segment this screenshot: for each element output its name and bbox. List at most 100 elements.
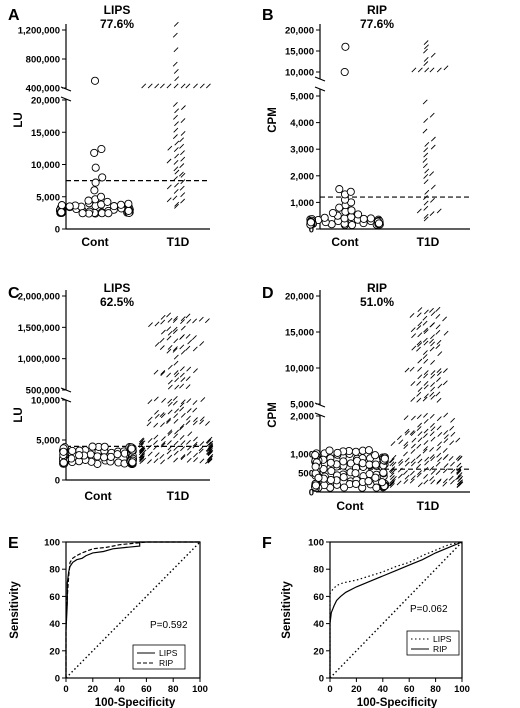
x-tick-label: 60 xyxy=(141,684,152,695)
data-point-triangle xyxy=(173,127,179,133)
data-point-triangle xyxy=(457,477,463,483)
data-point-triangle xyxy=(409,312,415,318)
data-point-triangle xyxy=(423,440,429,445)
data-point-triangle xyxy=(422,354,428,359)
data-point-triangle xyxy=(166,440,172,446)
data-point-triangle xyxy=(422,320,428,326)
y-tick-label: 4,000 xyxy=(290,118,314,129)
data-point-triangle xyxy=(442,380,448,386)
data-point-triangle xyxy=(396,480,402,486)
data-point-triangle xyxy=(423,380,429,386)
data-point-triangle xyxy=(180,156,186,162)
data-point-triangle xyxy=(186,450,192,456)
data-point-triangle xyxy=(390,466,396,472)
data-point-triangle xyxy=(173,188,179,194)
data-point-triangle xyxy=(429,307,434,313)
data-point-triangle xyxy=(193,368,198,374)
data-point-triangle xyxy=(147,437,153,443)
data-point-triangle xyxy=(192,318,198,324)
data-point-triangle xyxy=(437,441,443,447)
data-point-circle xyxy=(325,446,334,455)
data-point-triangle xyxy=(160,436,166,442)
data-point-triangle xyxy=(174,108,180,114)
data-point-triangle xyxy=(456,462,462,468)
data-point-triangle xyxy=(424,44,429,50)
data-point-triangle xyxy=(207,436,213,442)
data-point-triangle xyxy=(455,437,461,443)
data-point-triangle xyxy=(159,83,165,89)
data-point-triangle xyxy=(193,417,198,423)
y-tick-label: 5,000 xyxy=(290,92,314,103)
data-point-triangle xyxy=(450,461,455,467)
y-tick-label: 500,000 xyxy=(26,386,60,397)
y-tick-label: 15,000 xyxy=(285,328,314,339)
data-point-triangle xyxy=(185,420,191,426)
data-point-circle xyxy=(346,187,355,196)
data-point-triangle xyxy=(206,441,212,447)
data-point-triangle xyxy=(389,482,395,488)
panel-subtitle-d: 51.0% xyxy=(360,295,394,309)
data-point-triangle xyxy=(154,83,160,89)
data-point-triangle xyxy=(436,67,442,73)
data-point-triangle xyxy=(180,446,185,452)
data-point-triangle xyxy=(411,333,417,339)
data-point-circle xyxy=(84,196,93,205)
data-point-triangle xyxy=(206,447,212,453)
data-point-triangle xyxy=(167,330,173,336)
p-value-annotation: P=0.062 xyxy=(410,604,448,615)
data-point-triangle xyxy=(159,337,165,343)
data-point-triangle xyxy=(207,444,213,450)
data-point-triangle xyxy=(435,329,441,335)
panel-label-d: D xyxy=(262,285,274,302)
data-point-triangle xyxy=(207,457,213,463)
x-tick-label: 0 xyxy=(327,684,332,695)
data-point-triangle xyxy=(198,448,204,454)
data-point-circle xyxy=(311,462,320,471)
data-point-circle xyxy=(372,483,381,492)
data-point-triangle xyxy=(422,433,428,439)
data-point-triangle xyxy=(429,67,435,73)
data-point-triangle xyxy=(456,482,462,488)
data-point-circle xyxy=(59,458,68,467)
data-point-triangle xyxy=(173,315,179,321)
data-point-triangle xyxy=(153,458,159,464)
data-point-triangle xyxy=(206,450,212,456)
data-point-triangle xyxy=(173,68,179,74)
x-category-label: T1D xyxy=(417,235,440,249)
y-tick-label: 1,000,000 xyxy=(18,354,60,365)
data-point-triangle xyxy=(153,369,159,375)
data-point-circle xyxy=(124,206,133,215)
data-point-circle xyxy=(333,448,342,457)
data-point-triangle xyxy=(430,370,436,376)
y-tick-label: 5,000 xyxy=(36,192,60,203)
data-point-triangle xyxy=(179,402,185,408)
data-point-triangle xyxy=(416,380,422,386)
data-point-triangle xyxy=(166,417,171,423)
data-point-triangle xyxy=(430,426,436,432)
data-point-triangle xyxy=(423,152,429,158)
data-point-triangle xyxy=(416,414,422,420)
data-point-triangle xyxy=(139,448,145,453)
data-point-triangle xyxy=(404,474,410,480)
data-point-triangle xyxy=(139,457,145,463)
data-point-triangle xyxy=(436,425,442,431)
data-point-circle xyxy=(104,209,113,218)
y-tick-label: 40 xyxy=(49,619,60,630)
y-tick-label: 800,000 xyxy=(26,55,60,66)
data-point-circle xyxy=(100,442,109,451)
legend-box xyxy=(132,644,186,670)
data-point-triangle xyxy=(443,330,449,336)
axis-break-mark xyxy=(60,96,72,102)
data-point-triangle xyxy=(456,468,461,474)
data-point-circle xyxy=(359,214,368,223)
y-tick-label: 0 xyxy=(55,225,60,236)
data-point-triangle xyxy=(153,445,159,450)
axis-break-mark xyxy=(314,76,326,82)
data-point-triangle xyxy=(174,408,180,414)
data-point-triangle xyxy=(423,340,429,346)
data-point-triangle xyxy=(423,327,429,333)
data-point-triangle xyxy=(423,205,429,211)
data-point-triangle xyxy=(139,447,145,452)
data-point-triangle xyxy=(147,451,153,457)
data-point-triangle xyxy=(173,370,179,376)
